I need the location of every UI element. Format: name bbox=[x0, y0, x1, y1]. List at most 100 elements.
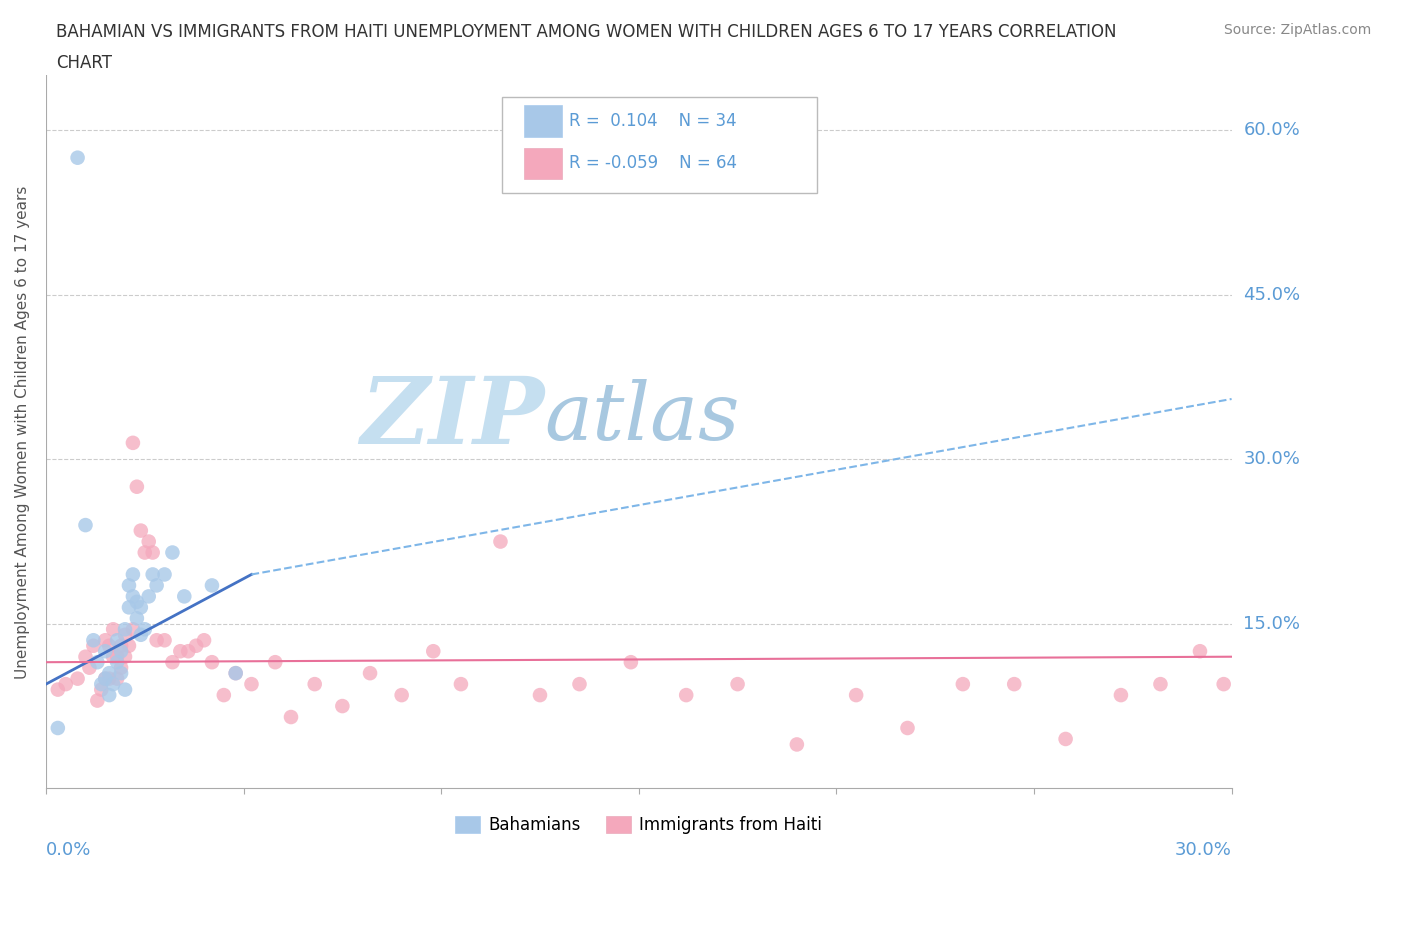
Point bbox=[105, 649, 128, 664]
Point bbox=[529, 687, 551, 702]
Text: CHART: CHART bbox=[56, 54, 112, 72]
Point bbox=[46, 683, 69, 698]
Point bbox=[46, 721, 69, 736]
Point bbox=[110, 666, 132, 681]
Point bbox=[125, 594, 148, 609]
Point bbox=[86, 655, 108, 670]
Point bbox=[568, 677, 591, 692]
Point bbox=[122, 435, 145, 450]
Point bbox=[162, 655, 184, 670]
Point bbox=[1149, 677, 1171, 692]
Point bbox=[212, 687, 235, 702]
Point bbox=[90, 677, 112, 692]
Point bbox=[1229, 666, 1251, 681]
Point bbox=[82, 632, 104, 647]
Point bbox=[94, 632, 117, 647]
Legend: Bahamians, Immigrants from Haiti: Bahamians, Immigrants from Haiti bbox=[449, 809, 830, 841]
Point bbox=[101, 622, 124, 637]
Point bbox=[1002, 677, 1025, 692]
Point bbox=[118, 578, 141, 592]
Point bbox=[98, 671, 121, 686]
Point bbox=[114, 628, 136, 643]
Point bbox=[845, 687, 868, 702]
Point bbox=[125, 611, 148, 626]
Point bbox=[101, 649, 124, 664]
Point bbox=[86, 693, 108, 708]
Point bbox=[162, 545, 184, 560]
Point bbox=[359, 666, 381, 681]
Point bbox=[118, 600, 141, 615]
Point bbox=[450, 677, 472, 692]
Point bbox=[101, 677, 124, 692]
Point bbox=[304, 677, 326, 692]
Point bbox=[129, 628, 152, 643]
Point bbox=[177, 644, 200, 658]
Point bbox=[75, 518, 97, 533]
Text: 30.0%: 30.0% bbox=[1175, 841, 1232, 859]
Point bbox=[786, 737, 808, 751]
Point bbox=[138, 589, 160, 604]
Point bbox=[105, 671, 128, 686]
Point bbox=[264, 655, 287, 670]
Point bbox=[138, 534, 160, 549]
Point bbox=[201, 655, 224, 670]
Point bbox=[193, 632, 215, 647]
Point bbox=[114, 622, 136, 637]
Point bbox=[332, 698, 354, 713]
Point bbox=[82, 638, 104, 653]
Text: 0.0%: 0.0% bbox=[46, 841, 91, 859]
Point bbox=[422, 644, 444, 658]
Point bbox=[952, 677, 974, 692]
Point bbox=[75, 649, 97, 664]
Point bbox=[118, 638, 141, 653]
Point bbox=[675, 687, 697, 702]
Point bbox=[90, 683, 112, 698]
Point bbox=[129, 600, 152, 615]
Point bbox=[122, 589, 145, 604]
Point bbox=[280, 710, 302, 724]
Point bbox=[66, 151, 89, 166]
Point bbox=[98, 687, 121, 702]
Point bbox=[134, 622, 156, 637]
Point bbox=[169, 644, 191, 658]
Point bbox=[110, 660, 132, 675]
Point bbox=[225, 666, 247, 681]
Point bbox=[114, 683, 136, 698]
Point bbox=[94, 671, 117, 686]
Text: 45.0%: 45.0% bbox=[1243, 286, 1301, 304]
Text: R = -0.059    N = 64: R = -0.059 N = 64 bbox=[569, 154, 737, 172]
Point bbox=[105, 632, 128, 647]
Point bbox=[201, 578, 224, 592]
Point bbox=[896, 721, 918, 736]
Point bbox=[134, 545, 156, 560]
Point bbox=[142, 567, 165, 582]
Text: 30.0%: 30.0% bbox=[1243, 450, 1301, 469]
Point bbox=[98, 666, 121, 681]
Point bbox=[1109, 687, 1132, 702]
Point bbox=[145, 632, 167, 647]
Point bbox=[391, 687, 413, 702]
Text: atlas: atlas bbox=[544, 379, 740, 457]
Point bbox=[122, 567, 145, 582]
Point bbox=[114, 649, 136, 664]
Point bbox=[94, 644, 117, 658]
Point bbox=[225, 666, 247, 681]
Point bbox=[98, 638, 121, 653]
Point bbox=[240, 677, 263, 692]
Point bbox=[153, 632, 176, 647]
Point bbox=[727, 677, 749, 692]
Text: 15.0%: 15.0% bbox=[1243, 615, 1301, 632]
FancyBboxPatch shape bbox=[524, 148, 562, 179]
Point bbox=[620, 655, 643, 670]
Text: 60.0%: 60.0% bbox=[1243, 121, 1301, 140]
FancyBboxPatch shape bbox=[502, 97, 817, 193]
Point bbox=[1212, 677, 1234, 692]
Point bbox=[105, 655, 128, 670]
Point bbox=[110, 638, 132, 653]
Point bbox=[66, 671, 89, 686]
Text: ZIP: ZIP bbox=[360, 373, 544, 462]
Point bbox=[110, 644, 132, 658]
Point bbox=[1054, 732, 1077, 747]
Text: BAHAMIAN VS IMMIGRANTS FROM HAITI UNEMPLOYMENT AMONG WOMEN WITH CHILDREN AGES 6 : BAHAMIAN VS IMMIGRANTS FROM HAITI UNEMPL… bbox=[56, 23, 1116, 41]
Point bbox=[142, 545, 165, 560]
